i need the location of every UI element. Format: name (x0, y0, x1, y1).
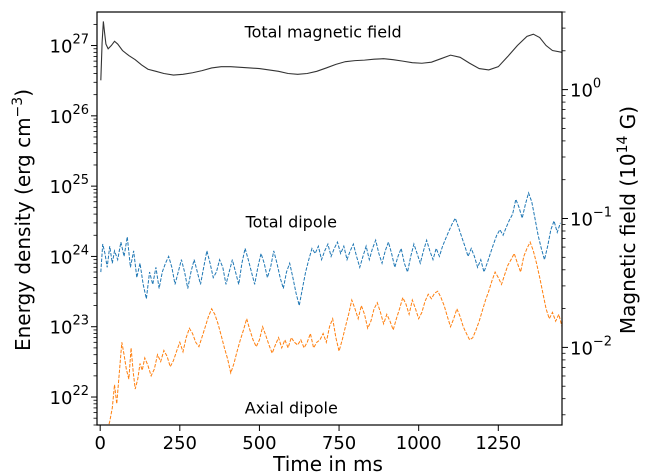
series-annotation: Axial dipole (245, 399, 338, 418)
left-tick-label: 1025 (50, 173, 89, 198)
series-layer (100, 21, 562, 425)
x-axis: 0 250 500 750 1000 1250 (94, 425, 521, 454)
right-tick-label: 10−2 (570, 334, 612, 359)
x-tick-label: 750 (322, 433, 356, 454)
left-tick-label: 1023 (50, 314, 89, 339)
left-tick-label: 1024 (50, 243, 89, 268)
annotations: Total magnetic field Total dipole Axial di… (244, 23, 402, 418)
series-line-1 (100, 191, 561, 306)
right-tick-label: 10−1 (570, 206, 612, 231)
series-annotation: Total magnetic field (244, 23, 402, 42)
x-tick-label: 500 (242, 433, 276, 454)
left-tick-label: 1027 (50, 33, 89, 58)
series-line-2 (108, 240, 562, 425)
series-line-0 (100, 21, 562, 81)
left-tick-label: 1026 (50, 103, 89, 128)
right-y-axis: 10−2 10−1 100 (562, 11, 612, 416)
x-tick-label: 250 (163, 433, 197, 454)
x-tick-label: 0 (94, 433, 105, 454)
left-tick-label: 1022 (50, 384, 89, 409)
x-tick-label: 1000 (396, 433, 442, 454)
left-y-axis-label: Energy density (erg cm−3) (10, 89, 35, 351)
left-y-axis: 1022 1023 1024 1025 1026 1027 (50, 23, 97, 426)
right-y-axis-label: Magnetic field (1014 G) (615, 106, 640, 334)
x-tick-label: 1250 (475, 433, 521, 454)
right-tick-label: 100 (570, 77, 601, 102)
x-axis-label: Time in ms (272, 452, 383, 474)
series-annotation: Total dipole (245, 212, 337, 231)
